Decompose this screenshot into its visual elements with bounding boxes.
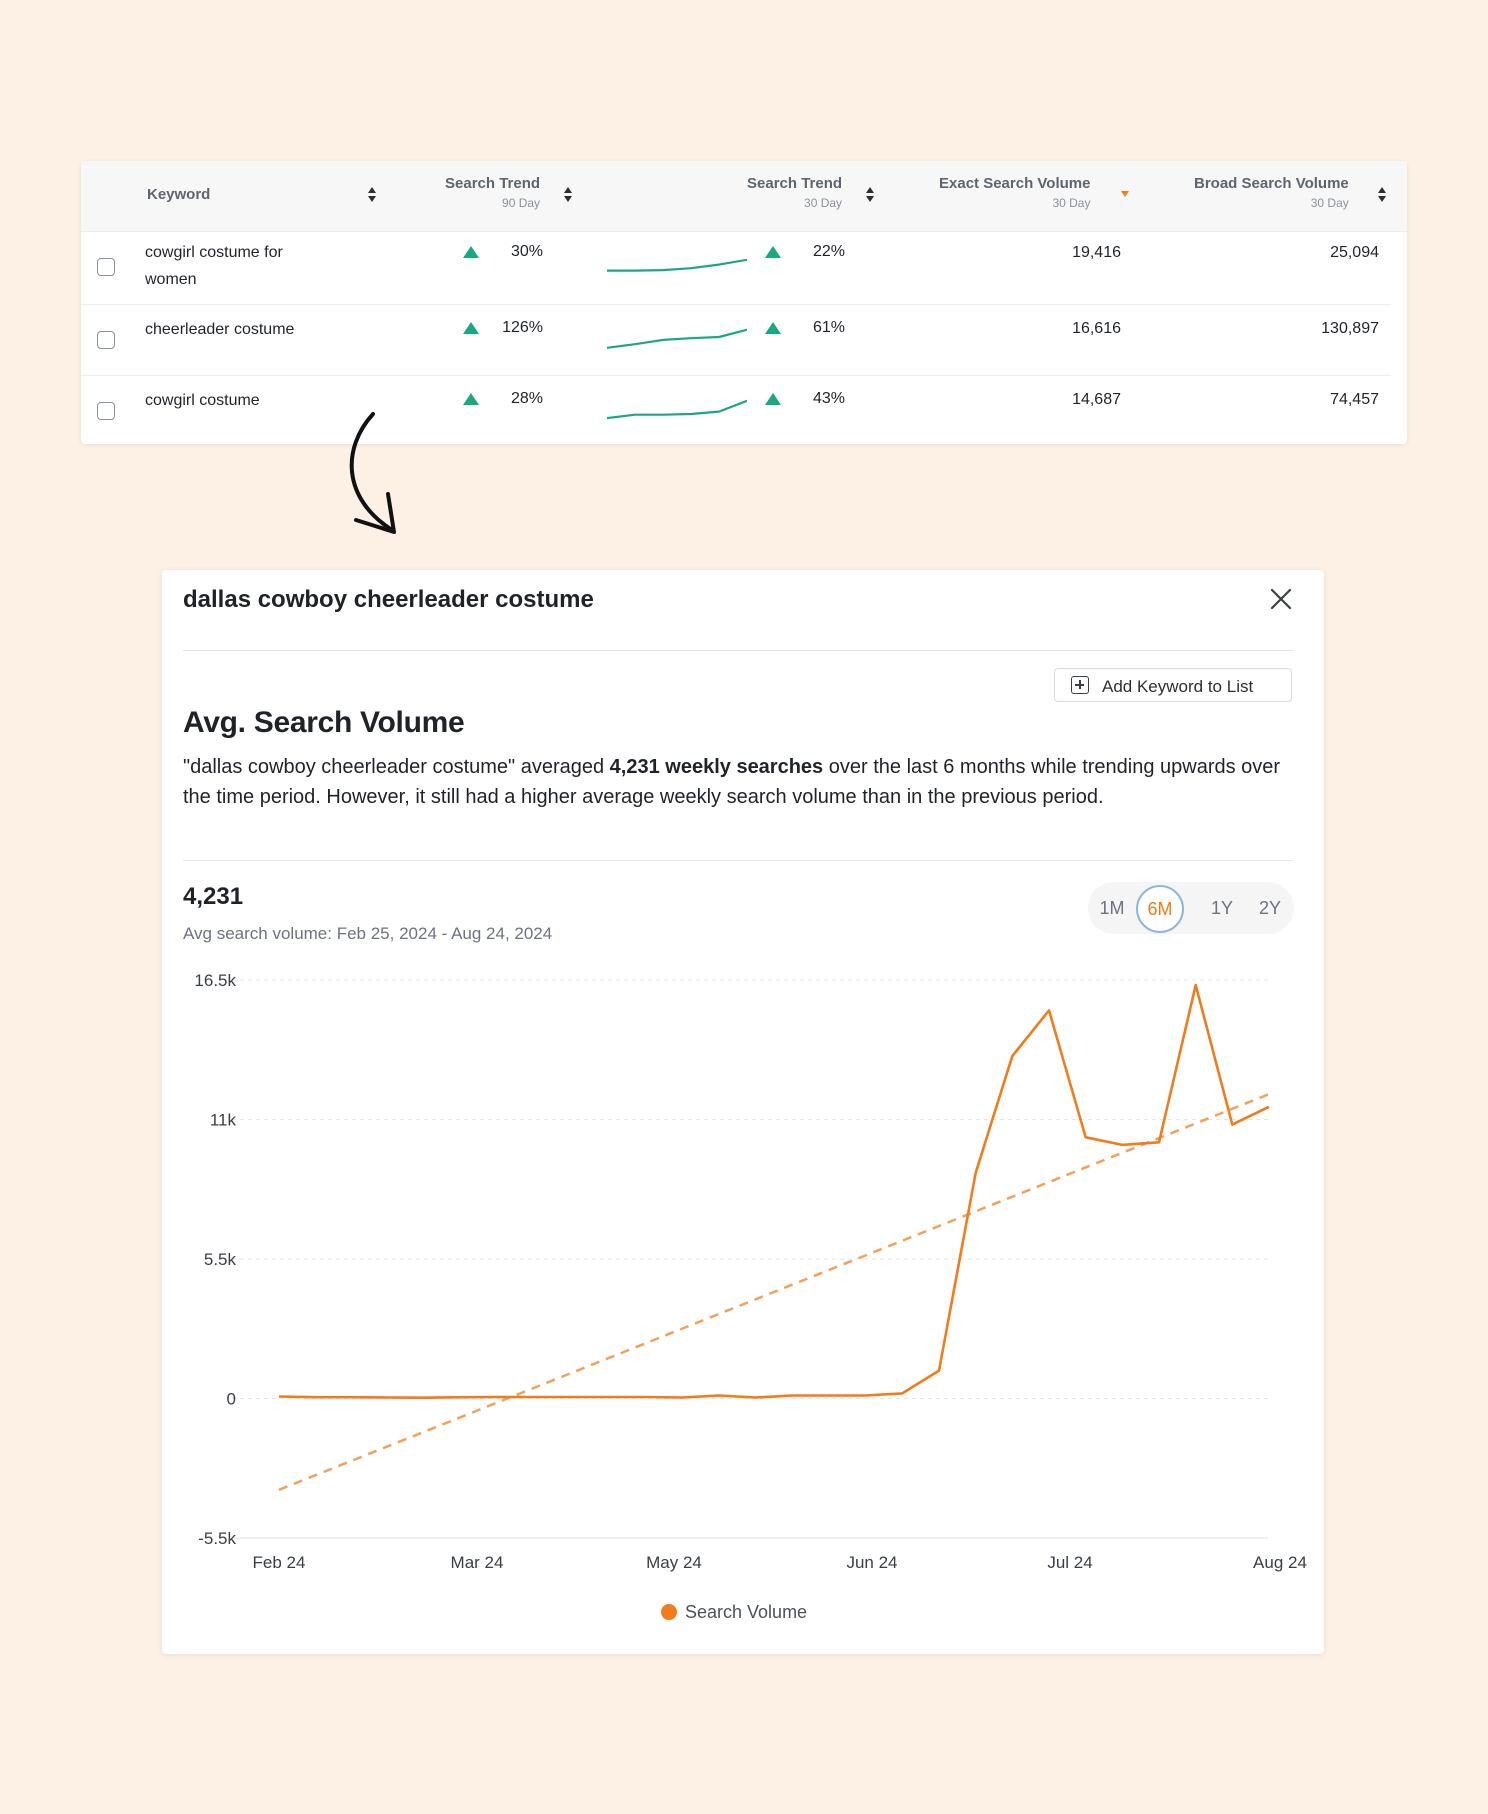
trend-up-icon — [765, 322, 781, 334]
divider — [183, 650, 1293, 651]
exact-volume-value: 16,616 — [1072, 320, 1121, 337]
keyword-table: Keyword Search Trend 90 Day Search Trend… — [81, 161, 1407, 444]
x-tick-label: Mar 24 — [451, 1553, 504, 1572]
exact-volume-value: 19,416 — [1072, 244, 1121, 261]
sparkline — [607, 258, 747, 272]
x-tick-label: Jul 24 — [1047, 1553, 1092, 1572]
range-6m[interactable]: 6M — [1136, 885, 1184, 933]
y-tick-label: 5.5k — [204, 1250, 237, 1269]
header-trend-90: Search Trend 90 Day — [445, 175, 541, 210]
table-row[interactable]: cowgirl costume 28% 43% 14,687 74,457 — [81, 376, 1407, 444]
legend-dot — [661, 1604, 677, 1620]
modal-title: dallas cowboy cheerleader costume — [183, 586, 594, 613]
divider — [183, 860, 1293, 861]
y-tick-label: 0 — [227, 1390, 236, 1409]
sort-trend-90-icon[interactable] — [563, 186, 573, 204]
trend-up-icon — [765, 393, 781, 405]
trend-up-icon — [765, 246, 781, 258]
row-keyword[interactable]: cowgirl costume for women — [145, 244, 283, 288]
row-checkbox[interactable] — [97, 402, 115, 420]
broad-volume-value: 130,897 — [1321, 320, 1379, 337]
sparkline — [607, 328, 747, 349]
row-checkbox[interactable] — [97, 331, 115, 349]
trend-30-value: 22% — [812, 243, 845, 260]
broad-volume-value: 74,457 — [1330, 391, 1379, 408]
add-keyword-label: Add Keyword to List — [1102, 677, 1254, 696]
trend-30-value: 43% — [812, 390, 845, 407]
close-icon[interactable] — [1268, 586, 1294, 612]
table-row[interactable]: cheerleader costume 126% 61% 16,616 130,… — [81, 305, 1407, 376]
x-tick-label: Feb 24 — [253, 1553, 306, 1572]
trend-up-icon — [463, 322, 479, 334]
keyword-detail-modal: dallas cowboy cheerleader costume Add Ke… — [162, 570, 1324, 1654]
avg-volume-range: Avg search volume: Feb 25, 2024 - Aug 24… — [183, 924, 553, 943]
trend-line — [278, 1092, 1270, 1491]
row-checkbox[interactable] — [97, 258, 115, 276]
x-tick-label: May 24 — [646, 1553, 702, 1572]
sort-keyword-icon[interactable] — [367, 186, 377, 204]
x-tick-label: Jun 24 — [846, 1553, 897, 1572]
trend-up-icon — [463, 393, 479, 405]
row-divider — [81, 375, 1391, 376]
header-keyword: Keyword — [147, 186, 211, 203]
summary-text: "dallas cowboy cheerleader costume" aver… — [183, 756, 1281, 808]
range-2y[interactable]: 2Y — [1258, 898, 1282, 918]
range-selector: 1M 6M 1Y 2Y — [1088, 882, 1294, 934]
sort-active-icon[interactable] — [1121, 191, 1129, 197]
row-keyword[interactable]: cheerleader costume — [145, 321, 295, 338]
row-keyword[interactable]: cowgirl costume — [145, 392, 260, 409]
curved-arrow-icon — [349, 412, 396, 534]
trend-30-value: 61% — [812, 319, 845, 336]
trend-up-icon — [463, 246, 479, 258]
sort-trend-30-icon[interactable] — [865, 186, 875, 204]
add-keyword-button[interactable]: Add Keyword to List — [1054, 668, 1292, 702]
add-icon — [1071, 676, 1089, 694]
trend-90-value: 28% — [510, 390, 543, 407]
legend-label: Search Volume — [685, 1602, 807, 1622]
trend-90-value: 126% — [502, 319, 543, 336]
row-divider — [81, 304, 1391, 305]
sparkline-line — [607, 328, 747, 349]
table-row[interactable]: cowgirl costume for women 30% 22% 19,416… — [81, 231, 1407, 305]
y-tick-label: 16.5k — [194, 971, 236, 990]
search-volume-chart: 16.5k 11k 5.5k 0 -5.5k Feb 24 Mar 24 May 24 Jun … — [194, 971, 1307, 1622]
header-exact-volume: Exact Search Volume 30 Day — [939, 175, 1091, 210]
x-tick-label: Aug 24 — [1253, 1553, 1307, 1572]
trend-90-value: 30% — [510, 243, 543, 260]
header-broad-volume: Broad Search Volume 30 Day — [1194, 175, 1349, 210]
sparkline-line — [607, 258, 747, 272]
sparkline-line — [607, 399, 747, 420]
range-1m[interactable]: 1M — [1099, 898, 1125, 918]
exact-volume-value: 14,687 — [1072, 391, 1121, 408]
y-tick-label: -5.5k — [198, 1529, 236, 1548]
broad-volume-value: 25,094 — [1330, 244, 1379, 261]
header-trend-30: Search Trend 30 Day — [747, 175, 843, 210]
sparkline — [607, 399, 747, 420]
range-1y[interactable]: 1Y — [1210, 898, 1234, 918]
avg-volume-value: 4,231 — [183, 883, 244, 910]
sort-broad-icon[interactable] — [1377, 186, 1387, 204]
table-header: Keyword Search Trend 90 Day Search Trend… — [81, 161, 1407, 232]
y-tick-label: 11k — [210, 1111, 237, 1130]
section-title: Avg. Search Volume — [183, 706, 465, 739]
series-line-search-volume — [278, 983, 1270, 1399]
